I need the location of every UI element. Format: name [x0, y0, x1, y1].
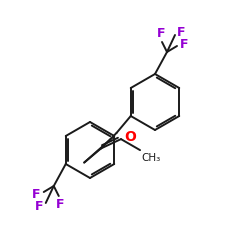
Text: O: O	[124, 130, 136, 144]
Text: F: F	[177, 26, 186, 38]
Text: CH₃: CH₃	[141, 153, 160, 163]
Text: F: F	[56, 198, 64, 211]
Text: F: F	[157, 27, 165, 40]
Text: F: F	[180, 38, 188, 51]
Text: F: F	[32, 188, 41, 200]
Text: F: F	[35, 200, 44, 212]
